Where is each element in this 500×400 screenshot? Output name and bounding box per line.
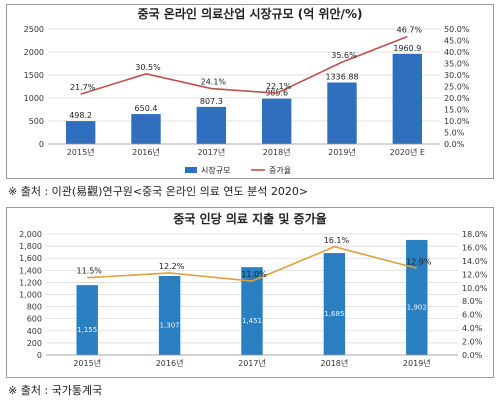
y-tick-label-left: 500 xyxy=(29,117,44,126)
source-note: ※ 출처 : 이관(易觀)연구원<중국 온라인 의료 연도 분석 2020> xyxy=(8,185,309,198)
bar xyxy=(261,98,292,144)
y-tick-label-right: 10.0% xyxy=(462,284,488,293)
line-value-label: 46.7% xyxy=(397,26,423,35)
y-tick-label-left: 1,000 xyxy=(19,291,42,300)
y-tick-label-left: 1,400 xyxy=(19,266,42,275)
y-tick-label-right: 6.0% xyxy=(462,311,483,320)
x-tick-label: 2017년 xyxy=(197,147,225,157)
y-tick-label-left: 1000 xyxy=(24,94,44,103)
x-tick-label: 2015년 xyxy=(67,147,95,157)
line-value-label: 11.5% xyxy=(76,267,102,276)
y-tick-label-right: 0.0% xyxy=(444,140,465,149)
x-tick-label: 2020년 E xyxy=(390,147,425,157)
x-tick-label: 2015년 xyxy=(73,358,101,368)
y-tick-label-left: 200 xyxy=(27,339,42,348)
y-tick-label-right: 10.0% xyxy=(444,117,470,126)
y-tick-label-right: 2.0% xyxy=(462,338,483,347)
y-tick-label-right: 16.0% xyxy=(462,243,488,252)
line-value-label: 12.9% xyxy=(406,257,432,266)
bar-value-label: 1336.88 xyxy=(325,73,358,82)
y-tick-label-right: 15.0% xyxy=(444,106,470,115)
line-value-label: 30.5% xyxy=(135,63,161,72)
line-value-label: 21.7% xyxy=(70,83,96,92)
y-tick-label-left: 0 xyxy=(37,351,42,360)
y-tick-label-right: 8.0% xyxy=(462,297,483,306)
bar-value-label: 807.3 xyxy=(200,97,223,106)
y-tick-label-right: 18.0% xyxy=(462,230,488,239)
y-tick-label-left: 1,800 xyxy=(19,242,42,251)
line-value-label: 12.2% xyxy=(159,262,185,271)
y-tick-label-right: 35.0% xyxy=(444,60,470,69)
bar-value-label: 1,155 xyxy=(77,326,97,334)
x-tick-label: 2018년 xyxy=(263,147,291,157)
y-tick-label-left: 2000 xyxy=(24,48,44,57)
y-tick-label-left: 1,600 xyxy=(19,254,42,263)
bar-value-label: 1,685 xyxy=(324,310,344,318)
line-value-label: 16.1% xyxy=(324,236,350,245)
chart-title: 중국 인당 의료 지출 및 증가율 xyxy=(173,212,327,226)
bar xyxy=(131,114,161,144)
y-tick-label-right: 4.0% xyxy=(462,324,483,333)
bar-value-label: 1960.9 xyxy=(393,44,421,53)
x-tick-label: 2019년 xyxy=(403,358,431,368)
y-tick-label-left: 600 xyxy=(27,315,42,324)
line-value-label: 11.0% xyxy=(241,270,267,279)
bar xyxy=(158,275,181,355)
x-tick-label: 2017년 xyxy=(238,358,266,368)
y-tick-label-left: 2,000 xyxy=(19,230,42,239)
bar-value-label: 650.4 xyxy=(135,104,158,113)
bar-value-label: 498.2 xyxy=(69,111,92,120)
source-note: ※ 출처 : 국가통계국 xyxy=(8,384,103,397)
y-tick-label-right: 45.0% xyxy=(444,37,470,46)
legend-label: 증가율 xyxy=(269,166,291,175)
y-tick-label-right: 20.0% xyxy=(444,94,470,103)
bar xyxy=(323,253,346,355)
y-tick-label-right: 25.0% xyxy=(444,83,470,92)
bar-value-label: 1,902 xyxy=(407,303,427,311)
bar xyxy=(327,82,357,144)
y-tick-label-right: 0.0% xyxy=(462,351,483,360)
chart-title: 중국 온라인 의료산업 시장규모 (억 위안/%) xyxy=(137,7,363,21)
bar xyxy=(392,53,423,144)
x-tick-label: 2019년 xyxy=(328,147,356,157)
bar xyxy=(76,285,98,355)
line-value-label: 24.1% xyxy=(201,78,227,87)
y-tick-label-left: 0 xyxy=(39,140,44,149)
y-tick-label-left: 400 xyxy=(27,327,42,336)
y-tick-label-right: 5.0% xyxy=(444,129,465,138)
legend-swatch-bar xyxy=(185,167,197,173)
bar-value-label: 1,307 xyxy=(160,321,180,329)
y-tick-label-right: 40.0% xyxy=(444,48,470,57)
y-tick-label-left: 800 xyxy=(27,303,42,312)
bar xyxy=(241,267,263,355)
bar xyxy=(406,239,428,355)
y-tick-label-right: 30.0% xyxy=(444,71,470,80)
y-tick-label-left: 1,200 xyxy=(19,278,42,287)
bar xyxy=(196,106,227,144)
y-tick-label-left: 2500 xyxy=(24,25,44,34)
growth-rate-line xyxy=(80,35,408,95)
legend-label: 시장규모 xyxy=(201,165,230,175)
y-tick-label-left: 1500 xyxy=(24,71,44,80)
x-tick-label: 2018년 xyxy=(321,358,349,368)
y-tick-label-right: 50.0% xyxy=(444,25,470,34)
growth-rate-line xyxy=(87,245,418,282)
y-tick-label-right: 14.0% xyxy=(462,257,488,266)
y-tick-label-right: 12.0% xyxy=(462,270,488,279)
line-value-label: 22.1% xyxy=(266,82,292,91)
bar-value-label: 1,451 xyxy=(242,317,262,325)
line-value-label: 35.6% xyxy=(331,51,357,60)
bar xyxy=(65,121,96,144)
x-tick-label: 2016년 xyxy=(156,358,184,368)
x-tick-label: 2016년 xyxy=(132,147,160,157)
